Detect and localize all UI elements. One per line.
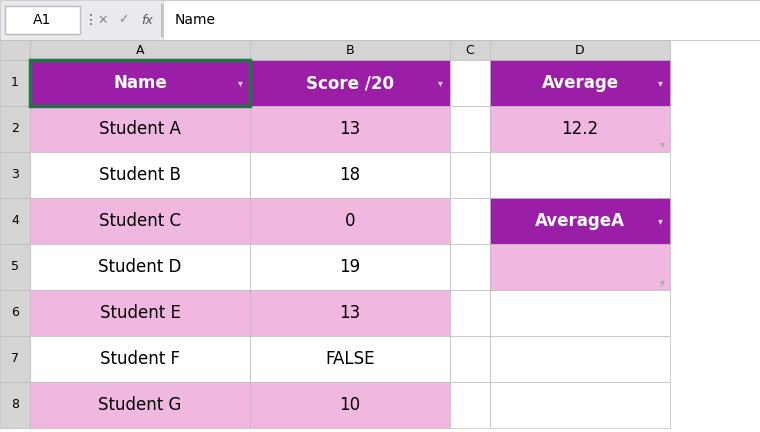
Bar	[450, 40, 490, 60]
Text: 13: 13	[340, 120, 361, 138]
Text: 8: 8	[11, 398, 19, 412]
Text: A1: A1	[33, 13, 52, 27]
Bar	[161, 4, 162, 36]
Bar	[490, 244, 670, 290]
Text: 18: 18	[340, 166, 360, 184]
Text: FALSE: FALSE	[325, 350, 375, 368]
Text: 12.2: 12.2	[562, 120, 599, 138]
Text: 7: 7	[11, 353, 19, 365]
Bar	[30, 60, 250, 106]
Bar	[450, 60, 490, 106]
Bar	[0, 244, 30, 290]
Text: fx: fx	[141, 13, 153, 26]
Text: 6: 6	[11, 306, 19, 320]
Bar	[450, 152, 490, 198]
Bar	[450, 106, 490, 152]
Text: Student A: Student A	[99, 120, 181, 138]
Bar	[450, 336, 490, 382]
Text: D: D	[575, 44, 584, 57]
Text: ▾: ▾	[657, 216, 663, 226]
Bar	[450, 198, 490, 244]
Bar	[490, 336, 670, 382]
Bar	[490, 152, 670, 198]
Text: ▾: ▾	[438, 78, 442, 88]
Bar	[163, 0, 760, 40]
Text: Name: Name	[175, 13, 216, 27]
Text: 13: 13	[340, 304, 361, 322]
Text: ▾: ▾	[660, 277, 664, 287]
Bar	[30, 290, 250, 336]
Bar	[490, 198, 670, 244]
Bar	[0, 0, 760, 40]
Text: ✕: ✕	[98, 13, 108, 26]
Text: Average: Average	[541, 74, 619, 92]
Bar	[490, 40, 670, 60]
Bar	[30, 60, 250, 106]
Bar	[5, 6, 80, 34]
Bar	[30, 244, 250, 290]
Bar	[30, 382, 250, 428]
Text: 1: 1	[11, 76, 19, 89]
Text: Student B: Student B	[99, 166, 181, 184]
Text: Student F: Student F	[100, 350, 180, 368]
Text: ✓: ✓	[118, 13, 128, 26]
Bar	[450, 244, 490, 290]
Text: Student G: Student G	[98, 396, 182, 414]
Bar	[30, 152, 250, 198]
Bar	[0, 290, 30, 336]
Bar	[0, 382, 30, 428]
Bar	[250, 290, 450, 336]
Bar	[250, 40, 450, 60]
Text: 10: 10	[340, 396, 360, 414]
Bar	[250, 106, 450, 152]
Text: ▾: ▾	[657, 78, 663, 88]
Text: Student E: Student E	[100, 304, 180, 322]
Bar	[250, 244, 450, 290]
Text: Student C: Student C	[99, 212, 181, 230]
Bar	[0, 60, 30, 106]
Bar	[250, 60, 450, 106]
Text: ▾: ▾	[660, 139, 664, 149]
Bar	[490, 382, 670, 428]
Bar	[250, 198, 450, 244]
Bar	[450, 290, 490, 336]
Text: 0: 0	[345, 212, 355, 230]
Text: Student D: Student D	[98, 258, 182, 276]
Bar	[30, 40, 250, 60]
Text: C: C	[466, 44, 474, 57]
Text: 3: 3	[11, 168, 19, 181]
Bar	[250, 336, 450, 382]
Text: 19: 19	[340, 258, 360, 276]
Text: A: A	[136, 44, 144, 57]
Bar	[250, 152, 450, 198]
Text: ⋮: ⋮	[84, 13, 98, 27]
Text: ▾: ▾	[238, 78, 242, 88]
Bar	[0, 106, 30, 152]
Bar	[0, 40, 30, 60]
Text: Score /20: Score /20	[306, 74, 394, 92]
Text: Name: Name	[113, 74, 167, 92]
Text: AverageA: AverageA	[535, 212, 625, 230]
Bar	[490, 290, 670, 336]
Bar	[450, 382, 490, 428]
Bar	[0, 152, 30, 198]
Text: 5: 5	[11, 260, 19, 273]
Bar	[0, 198, 30, 244]
Bar	[30, 336, 250, 382]
Bar	[0, 336, 30, 382]
Bar	[490, 60, 670, 106]
Text: 2: 2	[11, 123, 19, 136]
Bar	[490, 106, 670, 152]
Bar	[250, 382, 450, 428]
Text: B: B	[346, 44, 354, 57]
Bar	[30, 106, 250, 152]
Bar	[30, 198, 250, 244]
Text: 4: 4	[11, 215, 19, 228]
